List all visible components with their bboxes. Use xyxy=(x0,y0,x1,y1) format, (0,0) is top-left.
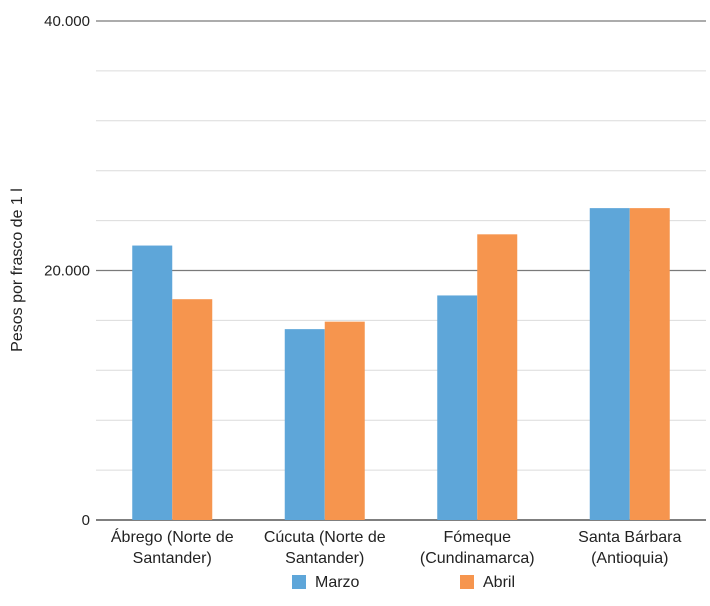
y-tick-label: 20.000 xyxy=(44,263,90,280)
legend-label-marzo: Marzo xyxy=(315,574,360,591)
bar-marzo xyxy=(589,208,630,520)
x-category-label: Santa Bárbara (Antioquia) xyxy=(578,529,681,567)
bar-abril xyxy=(324,321,365,520)
y-tick-label: 40.000 xyxy=(44,13,90,30)
y-axis-title: Pesos por frasco de 1 l xyxy=(9,188,26,352)
y-tick-label: 0 xyxy=(82,512,90,529)
bar-marzo xyxy=(437,295,478,520)
legend-swatch-abril xyxy=(460,575,474,589)
legend-swatch-marzo xyxy=(292,575,306,589)
x-category-label-line: Fómeque xyxy=(443,529,511,546)
legend: Marzo Abril xyxy=(292,574,515,591)
legend-label-abril: Abril xyxy=(483,574,515,591)
x-category-label-line: (Cundinamarca) xyxy=(420,550,535,567)
x-category-label-line: Cúcuta (Norte de xyxy=(264,529,386,546)
bar-abril xyxy=(629,208,670,520)
x-category-label: Cúcuta (Norte de Santander) xyxy=(264,529,386,567)
x-category-label-line: Santander) xyxy=(133,550,212,567)
x-category-label-line: Ábrego (Norte de xyxy=(111,527,234,546)
bar-abril xyxy=(477,234,518,520)
x-category-label-line: (Antioquia) xyxy=(591,550,668,567)
x-category-label-line: Santander) xyxy=(285,550,364,567)
bar-abril xyxy=(172,299,213,520)
x-category-label: Ábrego (Norte de Santander) xyxy=(111,527,234,567)
x-category-label-line: Santa Bárbara xyxy=(578,529,681,546)
bar-marzo xyxy=(284,329,325,520)
bar-marzo xyxy=(132,245,173,521)
bar-layer xyxy=(132,208,670,521)
x-category-label: Fómeque (Cundinamarca) xyxy=(420,529,535,567)
